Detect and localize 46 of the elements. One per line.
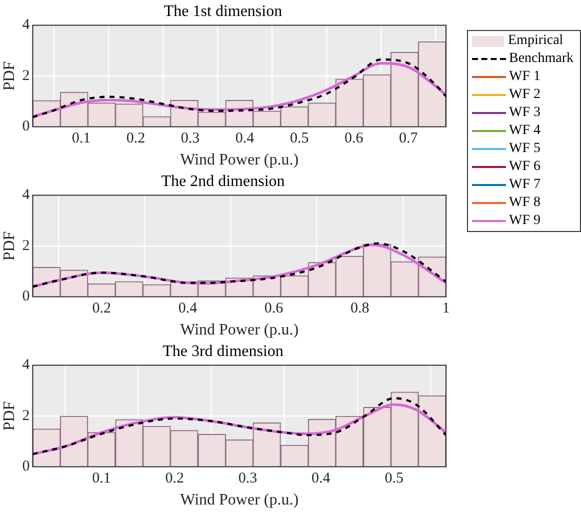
legend-label: WF 5	[509, 141, 540, 157]
x-tick-label: 1	[442, 300, 450, 317]
x-tick-label: 0.2	[92, 300, 111, 317]
x-tick-label: 0.6	[344, 130, 364, 147]
y-tick-label: 0	[22, 458, 30, 475]
x-tick-label: 0.7	[399, 130, 418, 147]
legend-label: WF 1	[509, 69, 540, 85]
y-tick-label: 4	[22, 17, 30, 34]
x-tick-label: 0.8	[350, 300, 370, 317]
x-tick-label: 0.5	[290, 130, 309, 147]
x-tick-label: 0.5	[384, 470, 404, 487]
y-tick-label: 2	[22, 68, 30, 84]
legend-label: WF 8	[509, 195, 540, 211]
x-axis-title: Wind Power (p.u.)	[180, 492, 299, 509]
x-tick-label: 0.4	[235, 130, 255, 147]
x-tick-label: 0.6	[264, 300, 284, 317]
legend-label: WF 7	[509, 177, 540, 193]
y-tick-label: 4	[22, 187, 30, 204]
x-tick-label: 0.2	[165, 470, 184, 487]
y-tick-label: 0	[22, 118, 30, 135]
y-tick-label: 2	[22, 238, 30, 254]
x-tick-label: 0.3	[180, 130, 200, 147]
x-tick-label: 0.1	[92, 470, 111, 487]
legend-label: WF 4	[509, 123, 540, 139]
x-tick-label: 0.2	[126, 130, 146, 147]
y-tick-label: 4	[22, 357, 30, 374]
y-axis-title: PDF	[0, 231, 18, 261]
legend-label: WF 9	[509, 213, 540, 229]
y-axis-title: PDF	[0, 61, 18, 91]
y-tick-label: 0	[22, 288, 30, 305]
y-tick-label: 2	[22, 408, 30, 424]
chart-title: The 1st dimension	[164, 2, 282, 20]
legend-label: Empirical	[508, 33, 564, 49]
x-tick-label: 0.4	[178, 300, 198, 317]
legend-label: WF 2	[509, 87, 540, 103]
y-axis-title: PDF	[0, 401, 18, 431]
chart-title: The 3rd dimension	[162, 342, 284, 360]
legend-label: Benchmark	[509, 51, 574, 67]
chart-title: The 2nd dimension	[161, 172, 285, 190]
legend-label: WF 3	[509, 105, 540, 121]
legend-label: WF 6	[509, 159, 540, 175]
x-tick-label: 0.1	[72, 130, 91, 147]
x-tick-label: 0.3	[238, 470, 258, 487]
x-axis-title: Wind Power (p.u.)	[180, 152, 299, 169]
x-tick-label: 0.4	[312, 470, 331, 487]
x-axis-title: Wind Power (p.u.)	[180, 322, 299, 339]
